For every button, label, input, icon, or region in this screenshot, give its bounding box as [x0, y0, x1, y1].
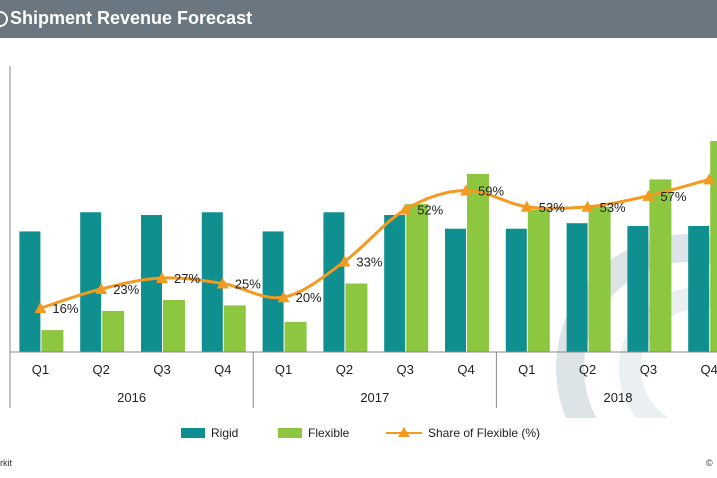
bar-rigid-11 — [627, 225, 649, 352]
bar-flexible-2 — [102, 310, 125, 352]
x-tick-label: Q2 — [93, 362, 110, 377]
legend-item-share: Share of Flexible (%) — [386, 423, 540, 443]
legend-label-flexible: Flexible — [308, 426, 350, 440]
legend-swatch-rigid — [181, 428, 205, 438]
bar-rigid-5 — [262, 231, 284, 352]
share-data-label-4: 25% — [235, 277, 261, 292]
x-tick-label: Q4 — [701, 362, 717, 377]
bar-flexible-7 — [406, 204, 429, 352]
share-data-label-6: 33% — [356, 255, 382, 270]
bar-rigid-6 — [323, 212, 345, 352]
bar-flexible-6 — [345, 283, 368, 352]
share-point-12 — [703, 173, 716, 185]
share-data-label-11: 57% — [660, 189, 686, 204]
chart-title: Shipment Revenue Forecast — [10, 8, 253, 28]
bar-flexible-4 — [223, 305, 246, 352]
bar-flexible-10 — [588, 206, 611, 352]
share-point-9 — [520, 200, 533, 212]
share-point-7 — [399, 203, 412, 215]
x-tick-label: Q3 — [397, 362, 414, 377]
chart-header: Shipment Revenue Forecast — [0, 0, 717, 38]
bar-rigid-1 — [19, 231, 41, 352]
bar-flexible-9 — [527, 209, 550, 352]
x-tick-label: Q1 — [518, 362, 535, 377]
share-point-2 — [95, 282, 108, 294]
share-point-3 — [156, 272, 168, 284]
bar-rigid-9 — [505, 228, 527, 352]
share-data-label-10: 53% — [600, 200, 626, 215]
footer-source: rkit — [0, 458, 12, 468]
share-data-label-7: 52% — [417, 203, 443, 218]
share-data-label-8: 59% — [478, 183, 504, 198]
bar-flexible-12 — [710, 141, 717, 352]
share-point-5 — [277, 291, 290, 303]
share-data-label-2: 23% — [113, 282, 139, 297]
year-label: 2016 — [117, 390, 146, 405]
share-point-11 — [642, 189, 655, 201]
x-tick-label: Q4 — [214, 362, 231, 377]
x-tick-label: Q2 — [336, 362, 353, 377]
bar-flexible-1 — [41, 330, 64, 352]
x-tick-label: Q2 — [579, 362, 596, 377]
bar-rigid-12 — [688, 225, 710, 352]
x-tick-label: Q1 — [275, 362, 292, 377]
legend-label-share: Share of Flexible (%) — [428, 426, 541, 440]
legend-item-flexible: Flexible — [278, 423, 349, 443]
legend-swatch-flexible — [278, 428, 302, 438]
x-tick-label: Q3 — [153, 362, 170, 377]
legend: Rigid Flexible Share of Flexible (%) — [0, 423, 717, 443]
share-point-6 — [338, 255, 351, 267]
chart-plot: Q1 Q2 Q3 Q4 Q1 Q2 Q3 Q4 Q1 Q2 Q3 Q4 2016 2017 2018 16%… — [9, 66, 717, 418]
footer-copyright: © — [706, 458, 713, 468]
share-data-label-1: 16% — [52, 301, 78, 316]
bar-flexible-5 — [284, 321, 307, 352]
share-point-1 — [34, 302, 47, 314]
year-label: 2017 — [360, 390, 389, 405]
year-label: 2018 — [604, 390, 633, 405]
share-data-label-3: 27% — [174, 271, 200, 286]
share-point-4 — [216, 277, 229, 289]
share-data-label-5: 20% — [296, 290, 322, 305]
bar-flexible-8 — [467, 173, 489, 352]
bar-flexible-11 — [649, 179, 672, 352]
share-point-8 — [460, 184, 472, 196]
x-tick-label: Q4 — [457, 362, 474, 377]
share-point-10 — [581, 200, 594, 212]
bar-rigid-8 — [445, 228, 466, 352]
legend-item-rigid: Rigid — [181, 423, 238, 443]
bar-rigid-3 — [141, 215, 162, 352]
x-tick-label: Q1 — [32, 362, 49, 377]
legend-swatch-share — [386, 427, 422, 439]
logo-icon — [0, 11, 8, 27]
bar-rigid-10 — [566, 223, 588, 352]
bar-rigid-2 — [80, 212, 102, 352]
bar-flexible-3 — [163, 299, 185, 352]
bar-rigid-7 — [384, 215, 406, 352]
x-tick-label: Q3 — [640, 362, 657, 377]
share-data-label-9: 53% — [539, 200, 565, 215]
legend-label-rigid: Rigid — [211, 426, 239, 440]
